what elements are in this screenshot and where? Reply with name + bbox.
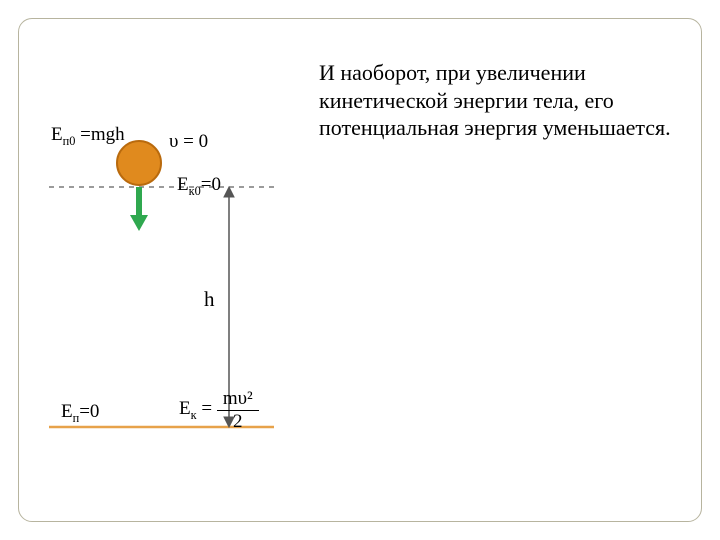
slide-frame: И наоборот, при увеличении кинетической … <box>18 18 702 522</box>
label-ek-bottom: Ек = mυ² 2 <box>179 389 259 431</box>
explanation-text: И наоборот, при увеличении кинетической … <box>319 59 699 142</box>
label-ep-bottom: Еп=0 <box>61 401 99 426</box>
label-v0: υ = 0 <box>169 131 208 153</box>
fraction-denominator: 2 <box>217 411 259 431</box>
label-ep0: Еп0 =mgh <box>51 124 125 149</box>
velocity-arrow-icon <box>130 187 148 231</box>
label-ek0: Ек0=0 <box>177 174 221 199</box>
fraction-numerator: mυ² <box>217 389 259 411</box>
fraction-icon: mυ² 2 <box>217 389 259 431</box>
label-h: h <box>204 287 215 312</box>
